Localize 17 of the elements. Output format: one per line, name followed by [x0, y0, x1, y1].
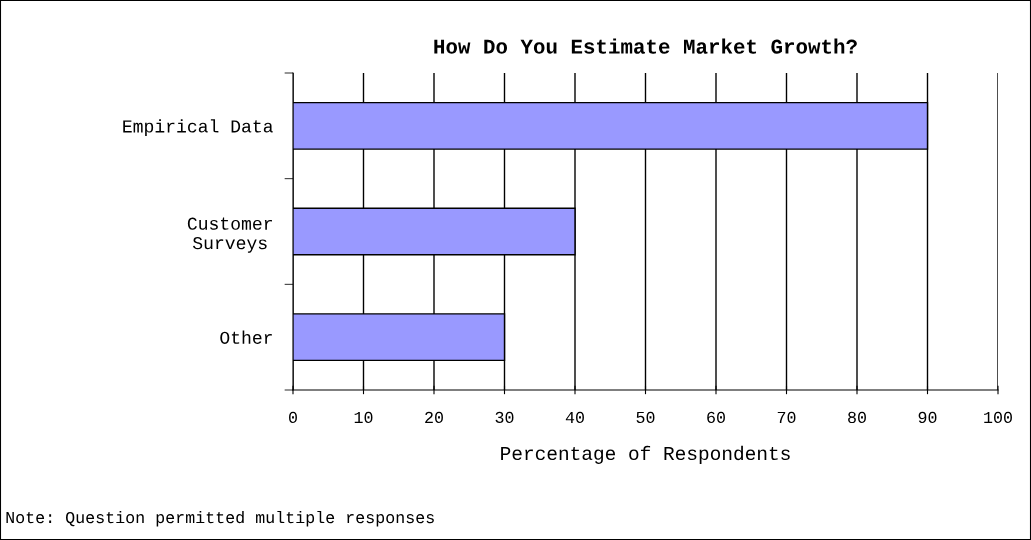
y-tick-label: Empirical Data: [123, 119, 273, 137]
x-tick-label: 30: [495, 411, 514, 424]
y-tick-label: Customer Surveys: [187, 217, 272, 253]
x-axis-title: Percentage of Respondents: [501, 445, 790, 464]
x-tick-label: 80: [848, 411, 866, 424]
x-tick-label: 60: [707, 411, 725, 424]
x-tick-label: 90: [918, 411, 937, 424]
text: Note: Question permitted multiple responses: [6, 510, 434, 527]
x-tick-label: 20: [425, 411, 443, 424]
y-tick-label: Other: [220, 330, 272, 344]
x-tick-label: 40: [565, 411, 584, 424]
x-tick-label: 50: [636, 411, 655, 424]
x-tick-label: 100: [984, 411, 1012, 424]
x-tick-label: 70: [777, 411, 796, 424]
chart-title: How Do You Estimate Market Growth?: [434, 38, 857, 54]
x-tick-label: 0: [289, 411, 297, 424]
x-tick-label: 10: [354, 411, 373, 424]
